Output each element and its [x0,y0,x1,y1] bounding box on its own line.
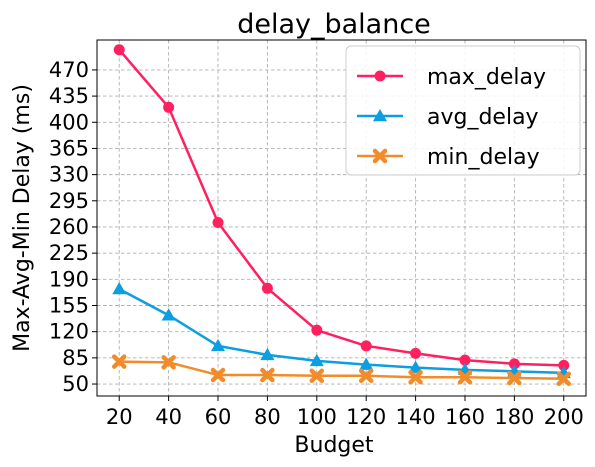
series-max_delay [113,44,570,371]
chart-title: delay_balance [237,9,431,40]
data-point [556,371,572,387]
x-tick-label: 40 [155,405,182,429]
legend-label: min_delay [427,145,540,170]
data-point [311,324,323,336]
data-point [309,353,324,367]
legend-item-avg_delay: avg_delay [357,105,539,130]
y-tick-label: 400 [49,110,89,134]
x-ticks: 20 40 60 80 100 120 140 160 180 200 [106,396,584,429]
data-point [309,368,325,384]
data-point [163,101,175,113]
x-tick-label: 200 [544,405,584,429]
y-tick-label: 435 [49,84,89,108]
y-tick-label: 190 [49,267,89,291]
data-point [359,357,374,370]
data-point [558,359,570,371]
data-point [507,370,522,386]
series-line [118,287,564,375]
legend-item-min_delay: min_delay [357,145,540,170]
x-tick-label: 20 [106,405,133,429]
legend-marker [374,70,386,82]
y-tick-label: 120 [49,320,89,344]
data-point [113,44,125,56]
y-tick-label: 225 [49,241,89,265]
data-point [260,367,275,383]
series-line [118,48,564,367]
y-tick-label: 155 [49,294,89,318]
data-point [457,370,473,385]
data-point [358,368,374,384]
x-tick-label: 160 [445,405,485,429]
data-point [360,340,372,352]
data-point [459,354,471,366]
data-point [211,338,226,352]
y-axis-label: Max-Avg-Min Delay (ms) [10,84,35,352]
x-tick-label: 60 [205,405,232,429]
legend-label: max_delay [427,65,546,90]
data-point [161,308,176,321]
data-point [111,354,127,369]
legend-label: avg_delay [427,105,539,130]
x-tick-label: 120 [346,405,386,429]
x-tick-label: 180 [494,405,534,429]
plot-frame [96,39,587,397]
y-tick-label: 470 [49,58,89,82]
legend-marker [373,109,387,122]
y-tick-label: 330 [49,163,89,187]
grid [97,40,586,396]
y-tick-label: 295 [49,189,89,213]
data-point [408,370,423,385]
legend-marker [372,148,388,164]
series-line [119,360,564,381]
data-point [260,347,275,361]
y-tick-label: 365 [49,136,89,160]
data-point [161,355,176,370]
data-point [212,216,224,228]
data-point [210,367,226,383]
y-tick-label: 85 [62,346,89,370]
legend: max_delay avg_delay min_delay [345,45,581,176]
x-tick-label: 80 [254,405,281,429]
data-point [112,282,127,295]
y-tick-label: 50 [62,372,89,396]
x-axis-label: Budget [294,433,374,458]
data-point [410,347,422,359]
data-point [408,360,423,373]
data-point [261,282,273,294]
series-avg_delay [112,282,571,379]
y-tick-label: 260 [49,215,89,239]
x-tick-label: 100 [297,405,337,429]
legend-box [345,45,581,176]
data-point [508,358,520,370]
series-min_delay [111,354,572,387]
series-layer [111,44,572,387]
legend-item-max_delay: max_delay [357,65,546,90]
x-tick-label: 140 [396,405,436,429]
